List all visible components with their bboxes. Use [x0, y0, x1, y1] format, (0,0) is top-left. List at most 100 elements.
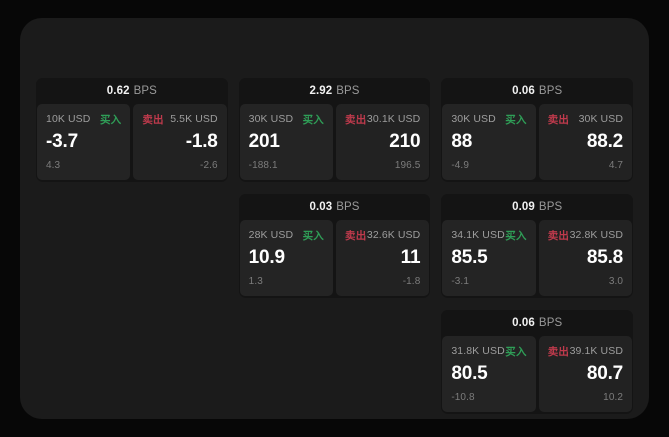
sell-delta: -2.6	[200, 160, 218, 172]
quote-card[interactable]: 0.09 BPS 34.1K USD 买入 85.5 -3.1 卖出 32.8K USD 85.…	[441, 194, 634, 299]
buy-panel-header: 30K USD 买入	[249, 112, 324, 126]
sell-delta: 4.7	[608, 160, 624, 172]
sell-price: 11	[400, 247, 421, 269]
quote-card[interactable]: 0.62 BPS 10K USD 买入 -3.7 4.3 卖出 5.5K USD -1.8 -2.…	[36, 78, 228, 183]
sell-panel[interactable]: 卖出 5.5K USD -1.8 -2.6	[133, 104, 227, 181]
buy-size-label: 30K USD	[248, 113, 294, 125]
card-body: 34.1K USD 买入 85.5 -3.1 卖出 32.8K USD 85.8 3.0	[441, 220, 633, 297]
sell-price: 80.7	[586, 363, 624, 385]
card-header: 0.03 BPS	[238, 194, 431, 221]
buy-panel-header: 31.8K USD 买入	[451, 344, 526, 358]
bps-unit-label: BPS	[538, 317, 563, 330]
sell-size-label: 5.5K USD	[170, 113, 218, 125]
buy-delta: 1.3	[248, 276, 263, 288]
bps-unit-label: BPS	[133, 85, 157, 97]
bps-value: 2.92	[309, 85, 333, 97]
sell-side-label: 卖出	[547, 229, 570, 242]
buy-delta: 4.3	[46, 160, 61, 172]
quote-card[interactable]: 2.92 BPS 30K USD 买入 201 -188.1 卖出 30.1K USD 210 1…	[238, 78, 431, 183]
buy-delta: -188.1	[248, 160, 278, 172]
bps-value: 0.06	[512, 317, 535, 330]
sell-price: 88.2	[586, 131, 624, 152]
quote-card[interactable]: 0.06 BPS 31.8K USD 买入 80.5 -10.8 卖出 39.1K USD 80…	[441, 310, 634, 415]
buy-size-label: 34.1K USD	[451, 229, 505, 242]
buy-panel[interactable]: 30K USD 买入 201 -188.1	[239, 104, 334, 181]
sell-side-label: 卖出	[547, 345, 570, 358]
card-body: 30K USD 买入 201 -188.1 卖出 30.1K USD 210 196.5	[239, 104, 431, 181]
sell-panel-header: 卖出 32.6K USD	[345, 228, 420, 242]
buy-delta: -3.1	[451, 276, 469, 288]
bps-unit-label: BPS	[538, 85, 563, 97]
buy-panel-header: 10K USD 买入	[46, 112, 121, 126]
buy-side-label: 买入	[302, 229, 325, 242]
buy-panel[interactable]: 28K USD 买入 10.9 1.3	[239, 220, 334, 297]
sell-delta: 196.5	[394, 160, 421, 172]
buy-price: 201	[248, 131, 280, 152]
buy-price: 85.5	[451, 247, 488, 269]
sell-panel[interactable]: 卖出 32.6K USD 11 -1.8	[336, 220, 430, 297]
quote-card[interactable]: 0.03 BPS 28K USD 买入 10.9 1.3 卖出 32.6K USD 11 -1.8	[238, 194, 431, 299]
sell-delta: 10.2	[603, 392, 624, 404]
card-header: 0.06 BPS	[441, 310, 634, 337]
sell-delta: 3.0	[608, 276, 624, 288]
buy-side-label: 买入	[505, 229, 527, 242]
buy-price: 10.9	[248, 247, 285, 269]
bps-unit-label: BPS	[336, 85, 360, 97]
quote-grid: 0.62 BPS 10K USD 买入 -3.7 4.3 卖出 5.5K USD -1.8 -2.…	[36, 78, 634, 415]
buy-side-label: 买入	[302, 113, 325, 126]
card-body: 28K USD 买入 10.9 1.3 卖出 32.6K USD 11 -1.8	[239, 220, 431, 297]
card-body: 10K USD 买入 -3.7 4.3 卖出 5.5K USD -1.8 -2.6	[36, 104, 228, 181]
sell-price: 210	[389, 131, 421, 152]
buy-panel[interactable]: 34.1K USD 买入 85.5 -3.1	[442, 220, 536, 297]
bps-value: 0.62	[106, 85, 130, 97]
card-header: 0.62 BPS	[36, 78, 228, 104]
buy-panel-header: 30K USD 买入	[451, 112, 526, 126]
card-header: 0.09 BPS	[441, 194, 634, 221]
bps-unit-label: BPS	[538, 201, 563, 214]
bps-unit-label: BPS	[336, 201, 360, 214]
sell-size-label: 30.1K USD	[366, 113, 421, 125]
bps-value: 0.09	[512, 201, 535, 214]
buy-panel[interactable]: 10K USD 买入 -3.7 4.3	[37, 104, 131, 181]
sell-panel[interactable]: 卖出 39.1K USD 80.7 10.2	[538, 336, 633, 413]
buy-size-label: 28K USD	[248, 229, 294, 242]
sell-size-label: 39.1K USD	[569, 345, 624, 358]
card-header: 2.92 BPS	[238, 78, 431, 104]
buy-panel[interactable]: 31.8K USD 买入 80.5 -10.8	[442, 336, 536, 413]
sell-panel[interactable]: 卖出 30.1K USD 210 196.5	[336, 104, 430, 181]
quote-board: 0.62 BPS 10K USD 买入 -3.7 4.3 卖出 5.5K USD -1.8 -2.…	[20, 18, 649, 419]
buy-panel[interactable]: 30K USD 买入 88 -4.9	[442, 104, 536, 181]
buy-size-label: 30K USD	[451, 113, 496, 125]
card-body: 30K USD 买入 88 -4.9 卖出 30K USD 88.2 4.7	[441, 104, 633, 181]
buy-price: 88	[451, 131, 473, 152]
buy-delta: -4.9	[451, 160, 469, 172]
sell-size-label: 30K USD	[578, 113, 624, 125]
sell-price: 85.8	[586, 247, 624, 269]
sell-panel-header: 卖出 5.5K USD	[142, 112, 217, 126]
buy-size-label: 31.8K USD	[451, 345, 505, 358]
sell-panel-header: 卖出 32.8K USD	[548, 228, 623, 242]
sell-side-label: 卖出	[345, 229, 367, 242]
sell-panel-header: 卖出 30K USD	[548, 112, 623, 126]
sell-side-label: 卖出	[142, 113, 164, 126]
quote-column: 2.92 BPS 30K USD 买入 201 -188.1 卖出 30.1K USD 210 1…	[238, 78, 431, 299]
sell-panel[interactable]: 卖出 30K USD 88.2 4.7	[538, 104, 633, 181]
quote-column: 0.06 BPS 30K USD 买入 88 -4.9 卖出 30K USD 88.2 4.7 0.…	[441, 78, 634, 415]
buy-panel-header: 34.1K USD 买入	[451, 228, 526, 242]
sell-price: -1.8	[185, 131, 218, 152]
buy-side-label: 买入	[505, 345, 527, 358]
buy-delta: -10.8	[451, 392, 475, 404]
sell-panel-header: 卖出 39.1K USD	[548, 344, 623, 358]
sell-side-label: 卖出	[345, 113, 367, 126]
sell-panel[interactable]: 卖出 32.8K USD 85.8 3.0	[538, 220, 633, 297]
buy-size-label: 10K USD	[46, 113, 91, 125]
buy-panel-header: 28K USD 买入	[249, 228, 324, 242]
buy-price: -3.7	[46, 131, 78, 152]
sell-side-label: 卖出	[547, 113, 570, 126]
bps-value: 0.03	[309, 201, 333, 214]
card-header: 0.06 BPS	[441, 78, 634, 104]
sell-delta: -1.8	[402, 276, 421, 288]
sell-panel-header: 卖出 30.1K USD	[345, 112, 420, 126]
quote-card[interactable]: 0.06 BPS 30K USD 买入 88 -4.9 卖出 30K USD 88.2 4.7	[441, 78, 634, 183]
bps-value: 0.06	[512, 85, 535, 97]
